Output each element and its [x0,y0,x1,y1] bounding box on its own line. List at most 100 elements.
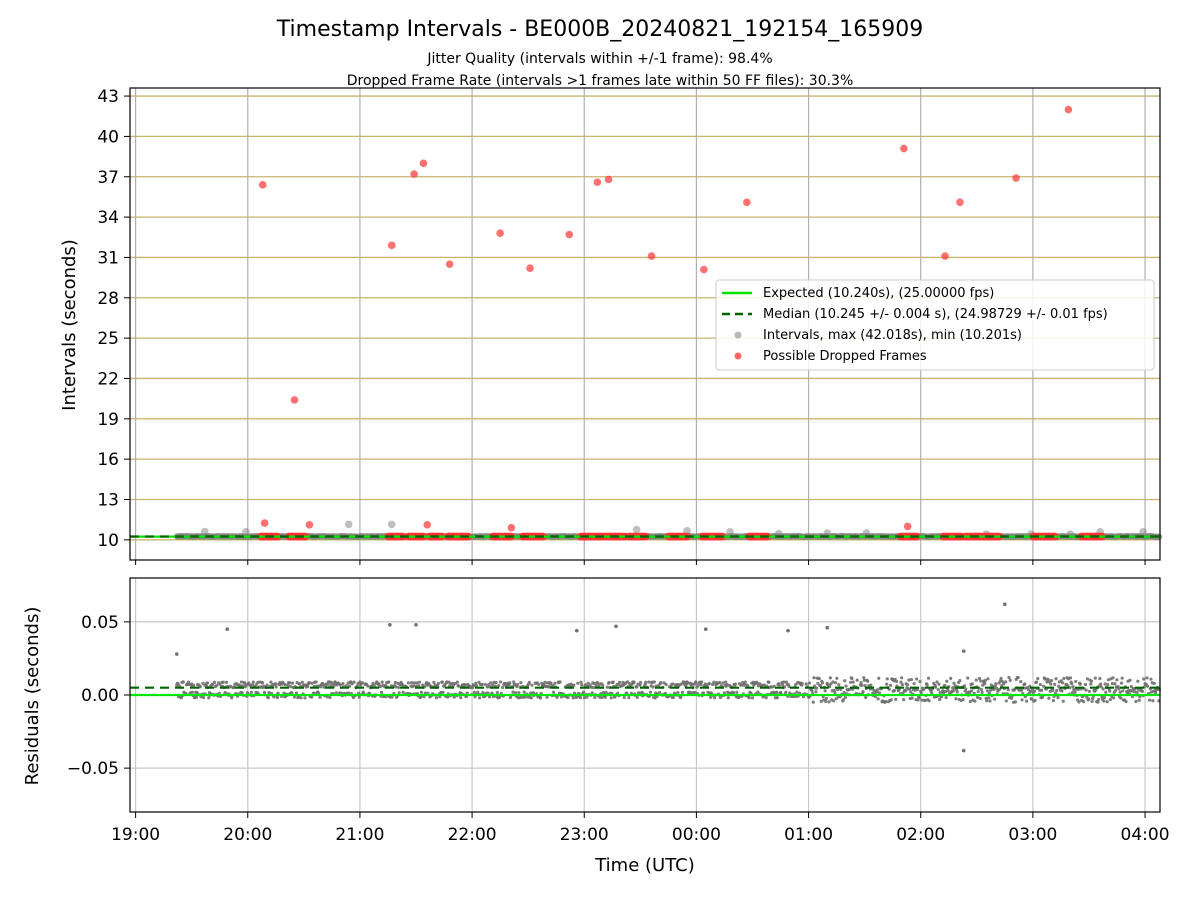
residual-point [964,687,968,691]
x-tick-label: 22:00 [448,825,497,845]
residual-point [314,680,318,684]
residual-point [303,696,307,700]
residual-point [455,680,460,684]
residual-point [472,690,477,695]
residual-point [594,684,598,688]
residual-point [843,679,847,683]
residual-point [414,623,418,627]
intervals-y-tick-label: 28 [97,289,119,309]
residual-point [622,695,626,700]
residual-point [919,689,923,693]
residual-point [321,682,325,686]
residual-point [1094,688,1098,692]
residual-point [379,690,384,694]
residual-point [1003,602,1007,607]
residual-point [300,680,304,684]
residual-point [305,684,310,689]
residual-point [1062,676,1066,681]
residual-point [483,683,488,687]
residual-point [207,696,211,700]
residual-point [994,682,998,686]
residual-point [497,684,501,688]
x-tick-label: 21:00 [335,825,384,845]
residual-point [536,682,541,687]
residual-point [494,680,498,685]
residual-point [1091,696,1095,701]
residual-point [1119,696,1123,700]
residual-point [1129,684,1133,689]
residual-point [1043,677,1047,681]
residual-point [410,680,414,685]
residual-point [810,689,814,693]
residual-point [657,690,662,695]
residual-point [696,683,700,688]
residual-point [1049,682,1053,686]
residual-point [580,683,584,687]
residual-point [627,681,632,686]
residual-point [240,691,244,695]
residual-point [181,680,185,684]
residual-point [832,699,836,703]
residual-point [725,682,729,687]
residual-point [601,691,605,695]
residual-point [1077,700,1081,704]
residual-point [775,696,779,700]
residual-point [955,690,959,694]
residual-point [1071,685,1075,689]
residual-point [611,680,615,684]
residual-point [290,691,294,695]
residual-point [412,681,416,685]
residual-point [733,682,738,686]
residual-point [832,688,836,693]
residual-point [310,681,314,685]
residual-point [198,684,202,689]
dropped-frame-point [565,230,574,239]
dropped-frame-point [507,523,516,532]
residual-point [979,687,984,692]
residual-point [966,676,970,680]
residual-point [1124,699,1128,704]
residual-point [1030,697,1034,701]
residual-point [863,683,867,688]
residual-point [1016,676,1020,680]
residual-point [288,681,292,685]
residual-point [1000,684,1004,688]
residual-point [247,681,251,685]
residual-point [992,697,997,701]
residual-point [396,685,401,690]
residual-point [1061,681,1065,685]
residual-point [491,683,495,687]
residual-point [1085,677,1090,681]
residual-point [582,690,586,694]
residual-point [441,690,445,694]
residual-point [445,695,450,699]
residual-point [1106,678,1111,682]
interval-point [242,527,250,536]
residual-point [538,696,543,700]
interval-point [823,529,832,537]
interval-point [632,525,641,534]
residual-point [884,700,888,704]
residual-point [495,690,499,695]
residual-point [712,680,716,684]
residual-point [387,680,391,684]
residual-point [309,695,314,699]
dropped-frame-point [290,396,299,404]
residual-point [457,684,461,688]
residual-point [1115,678,1119,682]
residual-point [1008,678,1012,682]
residual-point [1032,689,1037,693]
residuals-y-tick-label: −0.05 [67,759,119,779]
residual-point [915,677,919,681]
residual-point [393,680,397,685]
residual-point [1068,686,1072,690]
residual-point [644,680,648,684]
residual-point [344,684,348,688]
residual-point [213,680,217,684]
residual-point [296,695,301,699]
residual-point [902,698,906,702]
residual-point [174,652,179,656]
residual-point [590,691,594,695]
residual-point [1120,676,1124,680]
residual-point [1004,699,1008,703]
